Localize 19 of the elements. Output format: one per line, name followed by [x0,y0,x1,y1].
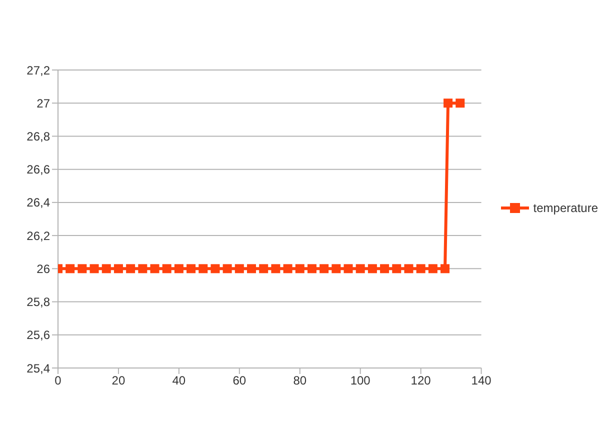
y-tick-label: 26,8 [26,129,50,144]
y-tick-label: 27 [36,96,50,110]
legend-label: temperature [533,201,598,215]
x-tick-label: 0 [54,374,62,388]
y-tick-label: 26,4 [26,196,50,210]
y-tick-label: 26,2 [26,228,50,243]
x-tick-label: 20 [112,374,126,388]
y-tick-label: 26 [36,262,50,276]
y-tick-label: 27,2 [26,63,50,78]
y-tick-label: 25,4 [26,361,50,376]
x-tick-label: 60 [232,374,246,388]
y-tick-label: 25,6 [26,328,50,342]
x-tick-label: 120 [410,374,432,388]
y-tick-label: 25,8 [26,295,50,310]
x-tick-label: 40 [172,374,186,388]
x-tick-label: 80 [293,374,307,388]
y-tick-label: 26,6 [26,162,50,177]
x-tick-label: 100 [350,374,371,388]
x-tick-label: 140 [471,374,492,388]
